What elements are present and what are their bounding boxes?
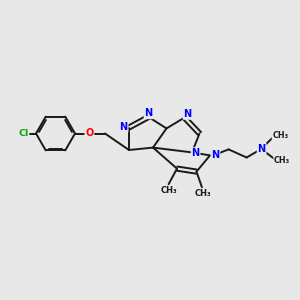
Text: CH₃: CH₃ [274,156,290,165]
Text: N: N [257,143,266,154]
Text: N: N [119,122,128,132]
Text: CH₃: CH₃ [272,131,289,140]
Text: Cl: Cl [18,129,28,138]
Text: N: N [144,108,153,118]
Text: CH₃: CH₃ [195,189,212,198]
Text: N: N [211,150,220,160]
Text: CH₃: CH₃ [160,186,177,195]
Text: N: N [183,109,192,119]
Text: N: N [191,148,200,158]
Text: O: O [85,128,94,139]
